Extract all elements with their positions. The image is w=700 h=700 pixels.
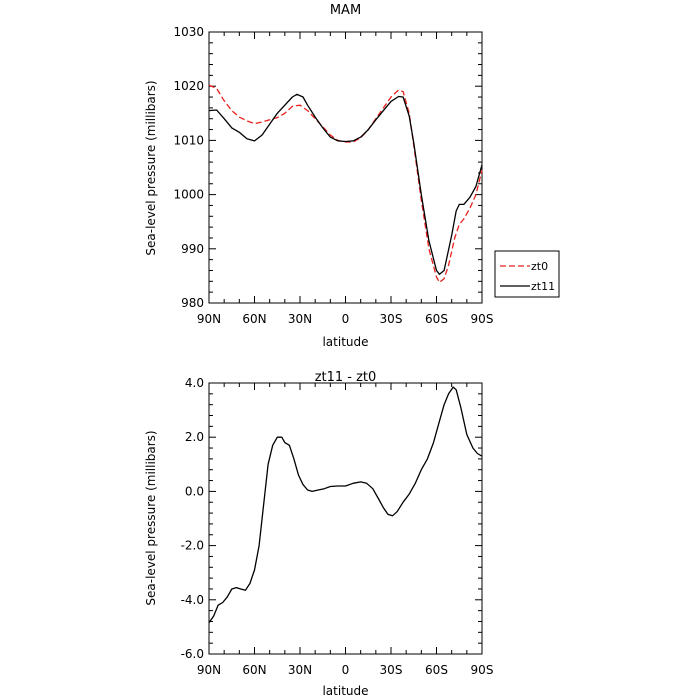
bottom-y-tick-label: -2.0 — [181, 539, 204, 553]
top-y-tick-label: 1010 — [173, 133, 204, 147]
top-y-tick-label: 980 — [181, 296, 204, 310]
legend-box — [494, 250, 560, 298]
top-x-tick-label: 60N — [242, 312, 266, 326]
bottom-x-tick-label: 30S — [380, 663, 403, 677]
bottom-y-tick-label: -6.0 — [181, 647, 204, 661]
top-title: MAM — [330, 3, 361, 18]
bottom-x-tick-label: 0 — [342, 663, 350, 677]
top-series-line-zt0 — [208, 84, 483, 284]
top-y-axis-label: Sea-level pressure (millibars) — [144, 80, 158, 255]
top-x-tick-label: 60S — [425, 312, 448, 326]
legend-label-zt11: zt11 — [531, 280, 555, 293]
bottom-y-tick-label: -4.0 — [181, 593, 204, 607]
top-y-tick-label: 1030 — [173, 25, 204, 39]
bottom-title: zt11 - zt0 — [315, 370, 377, 385]
bottom-series-group — [208, 386, 483, 624]
panel-bottom-chart: zt11 - zt0 90N 60N 30N 0 30S 60S 90S -6.0-4.0-… — [144, 370, 493, 698]
bottom-x-axis: 90N 60N 30N 0 30S 60S 90S — [197, 383, 494, 677]
bottom-x-tick-label: 90N — [197, 663, 221, 677]
top-x-tick-label: 0 — [342, 312, 350, 326]
bottom-x-tick-label: 60N — [242, 663, 266, 677]
bottom-x-axis-label: latitude — [322, 684, 368, 698]
legend: zt0 zt11 — [494, 250, 560, 298]
top-x-tick-label: 90S — [471, 312, 494, 326]
bottom-series-line-0 — [208, 386, 483, 624]
top-x-axis-label: latitude — [322, 335, 368, 349]
bottom-x-tick-label: 30N — [288, 663, 312, 677]
top-x-tick-label: 90N — [197, 312, 221, 326]
bottom-y-axis: -6.0 -4.0 -2.0 0.0 2.0 4.0 — [181, 376, 482, 661]
top-series-group — [208, 84, 483, 284]
top-x-tick-label: 30S — [380, 312, 403, 326]
top-plot-frame — [208, 31, 483, 304]
top-y-tick-label: 990 — [181, 242, 204, 256]
top-y-tick-label: 1000 — [173, 188, 204, 202]
bottom-x-tick-label: 90S — [471, 663, 494, 677]
legend-label-zt0: zt0 — [531, 260, 548, 273]
top-y-tick-label: 1020 — [173, 79, 204, 93]
top-series-line-zt11 — [208, 93, 483, 275]
top-x-axis: 90N 60N 30N 0 30S 60S 90S — [197, 32, 494, 326]
bottom-y-tick-label: 4.0 — [185, 376, 204, 390]
bottom-y-axis-label: Sea-level pressure (millibars) — [144, 430, 158, 605]
bottom-y-tick-label: 0.0 — [185, 484, 204, 498]
bottom-y-tick-label: 2.0 — [185, 430, 204, 444]
bottom-x-tick-label: 60S — [425, 663, 448, 677]
top-x-tick-label: 30N — [288, 312, 312, 326]
bottom-plot-frame — [208, 382, 483, 655]
top-y-axis: 980 990 1000 1010 1020 1030 — [173, 25, 482, 310]
panel-top-chart: MAM 90N 60N 30N 0 30S 60S 90S 980 990 1000 1010 10… — [144, 3, 560, 349]
